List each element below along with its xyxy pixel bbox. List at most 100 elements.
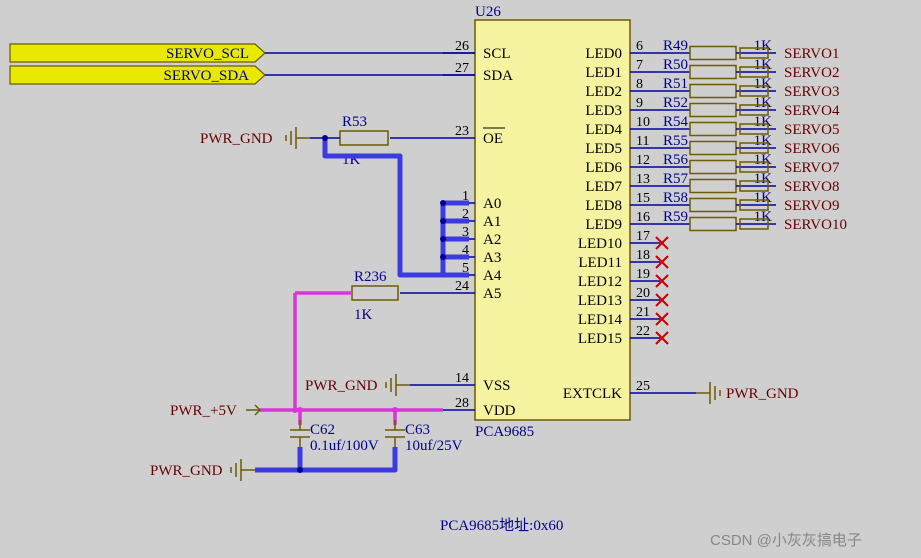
svg-text:1K: 1K — [754, 152, 773, 168]
svg-text:11: 11 — [636, 134, 649, 149]
svg-text:SERVO_SCL: SERVO_SCL — [166, 46, 249, 62]
net-servo: SERVO4 — [784, 103, 840, 119]
net-port: SERVO_SCL — [10, 44, 265, 62]
pin-label: A2 — [483, 232, 501, 248]
pin-label: OE — [483, 131, 503, 147]
svg-text:10uf/25V: 10uf/25V — [405, 438, 463, 454]
net-servo: SERVO7 — [784, 160, 840, 176]
pin-label: LED5 — [585, 141, 622, 157]
schematic-canvas: U26 PCA9685 SERVO_SCL SERVO_SDA 26 SCL 27 SDA 23… — [0, 0, 921, 558]
ic-part: PCA9685 — [475, 424, 534, 440]
svg-text:PWR_GND: PWR_GND — [150, 463, 223, 479]
pin-label: LED6 — [585, 160, 622, 176]
svg-text:1K: 1K — [754, 38, 773, 54]
svg-text:18: 18 — [636, 248, 650, 263]
svg-text:26: 26 — [455, 39, 469, 54]
svg-text:17: 17 — [636, 229, 650, 244]
svg-text:R53: R53 — [342, 114, 367, 130]
net-servo: SERVO2 — [784, 65, 839, 81]
pin-label: VDD — [483, 403, 516, 419]
svg-text:R236: R236 — [354, 269, 387, 285]
pin-label: A4 — [483, 268, 502, 284]
svg-text:19: 19 — [636, 267, 650, 282]
pin-label: A3 — [483, 250, 501, 266]
pin-label: LED7 — [585, 179, 622, 195]
pin-label: LED9 — [585, 217, 622, 233]
pin-label: LED2 — [585, 84, 622, 100]
svg-text:15: 15 — [636, 191, 650, 206]
pin-label: LED0 — [585, 46, 622, 62]
svg-text:R52: R52 — [663, 95, 688, 111]
svg-text:PWR_GND: PWR_GND — [305, 378, 378, 394]
svg-text:14: 14 — [455, 371, 469, 386]
svg-text:R55: R55 — [663, 133, 688, 149]
pin-label: LED1 — [585, 65, 622, 81]
pin-label: SCL — [483, 46, 511, 62]
svg-text:23: 23 — [455, 124, 469, 139]
svg-text:R50: R50 — [663, 57, 688, 73]
svg-text:6: 6 — [636, 39, 643, 54]
svg-text:27: 27 — [455, 61, 469, 76]
pin-label: LED12 — [578, 274, 622, 290]
svg-text:1K: 1K — [354, 307, 373, 323]
pin-label: LED15 — [578, 331, 622, 347]
svg-text:PWR_GND: PWR_GND — [726, 386, 799, 402]
svg-text:R49: R49 — [663, 38, 688, 54]
svg-text:1K: 1K — [754, 57, 773, 73]
pin-label: LED8 — [585, 198, 622, 214]
ic-ref: U26 — [475, 4, 501, 20]
pin-label: LED4 — [585, 122, 622, 138]
net-servo: SERVO8 — [784, 179, 839, 195]
pin-label: LED14 — [578, 312, 623, 328]
svg-text:8: 8 — [636, 77, 643, 92]
svg-text:1K: 1K — [754, 95, 773, 111]
svg-text:20: 20 — [636, 286, 650, 301]
svg-text:1K: 1K — [754, 133, 773, 149]
svg-text:7: 7 — [636, 58, 643, 73]
net-servo: SERVO10 — [784, 217, 847, 233]
watermark: CSDN @小灰灰搞电子 — [710, 532, 862, 549]
svg-text:1K: 1K — [754, 114, 773, 130]
pin-label: SDA — [483, 68, 513, 84]
pin-label: A0 — [483, 196, 501, 212]
svg-text:9: 9 — [636, 96, 643, 111]
svg-text:1K: 1K — [754, 209, 773, 225]
svg-text:22: 22 — [636, 324, 650, 339]
svg-text:25: 25 — [636, 379, 650, 394]
pin-label: VSS — [483, 378, 511, 394]
svg-text:PWR_+5V: PWR_+5V — [170, 403, 237, 419]
net-servo: SERVO3 — [784, 84, 839, 100]
svg-text:SERVO_SDA: SERVO_SDA — [164, 68, 250, 84]
svg-text:24: 24 — [455, 279, 469, 294]
svg-text:R51: R51 — [663, 76, 688, 92]
svg-text:1K: 1K — [754, 190, 773, 206]
pin-label: EXTCLK — [563, 386, 622, 402]
net-servo: SERVO5 — [784, 122, 839, 138]
pin-label: LED10 — [578, 236, 622, 252]
net-servo: SERVO1 — [784, 46, 839, 62]
net-port: SERVO_SDA — [10, 66, 265, 84]
svg-text:R59: R59 — [663, 209, 688, 225]
net-servo: SERVO6 — [784, 141, 840, 157]
svg-text:12: 12 — [636, 153, 650, 168]
net-servo: SERVO9 — [784, 198, 839, 214]
svg-text:PWR_GND: PWR_GND — [200, 131, 273, 147]
svg-text:1K: 1K — [754, 76, 773, 92]
svg-text:C63: C63 — [405, 422, 430, 438]
svg-text:28: 28 — [455, 396, 469, 411]
pin-label: LED11 — [578, 255, 622, 271]
svg-text:0.1uf/100V: 0.1uf/100V — [310, 438, 379, 454]
svg-text:R56: R56 — [663, 152, 689, 168]
svg-text:R58: R58 — [663, 190, 688, 206]
svg-text:R54: R54 — [663, 114, 689, 130]
pin-label: A5 — [483, 286, 501, 302]
svg-text:16: 16 — [636, 210, 650, 225]
svg-text:10: 10 — [636, 115, 650, 130]
pin-label: LED13 — [578, 293, 622, 309]
svg-text:C62: C62 — [310, 422, 335, 438]
svg-text:21: 21 — [636, 305, 650, 320]
svg-text:1K: 1K — [754, 171, 773, 187]
note: PCA9685地址:0x60 — [440, 517, 563, 534]
pin-label: LED3 — [585, 103, 622, 119]
svg-text:13: 13 — [636, 172, 650, 187]
